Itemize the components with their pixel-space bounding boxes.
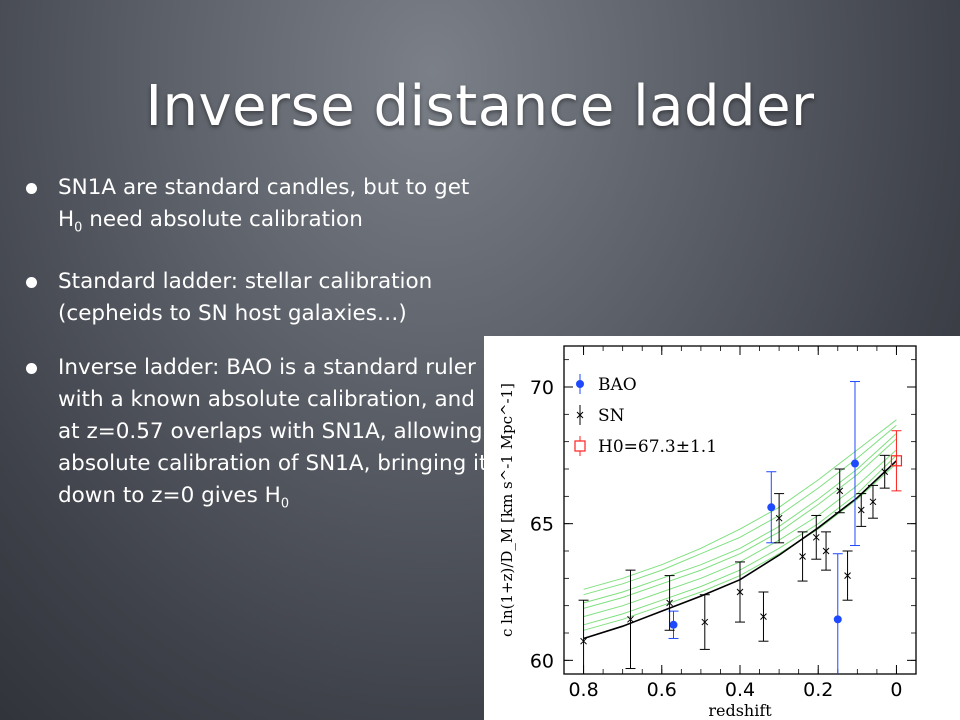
x-axis-label: redshift	[708, 701, 772, 720]
bullet-dot-icon	[26, 277, 37, 289]
sn-point	[580, 637, 587, 645]
legend-label: BAO	[598, 375, 637, 395]
model-band-curve	[583, 424, 897, 596]
bao-point	[850, 459, 859, 468]
model-band-curve	[583, 438, 897, 609]
sn-point	[799, 553, 806, 560]
sn-point	[869, 498, 877, 506]
hubble-diagram-figure: 0.8 0.6 0.4 0.2 0 60 65 70 redshift c ln(1+z)/D_M…	[484, 336, 960, 720]
sn-point	[857, 506, 865, 514]
x-tick-label: 0.4	[725, 679, 755, 701]
plot-area	[578, 381, 903, 674]
legend-label: SN	[598, 406, 625, 426]
slide-title: Inverse distance ladder	[145, 74, 815, 139]
bullet-dot-icon	[26, 363, 37, 375]
y-tick-label: 60	[530, 650, 554, 672]
model-band-curve	[583, 419, 897, 590]
bullet-item: Standard ladder: stellar calibration (ce…	[20, 266, 490, 330]
legend-bao-marker	[576, 380, 584, 388]
redshift-chart: 0.8 0.6 0.4 0.2 0 60 65 70 redshift c ln(1+z)/D_M…	[498, 345, 917, 720]
sn-point	[822, 547, 830, 555]
bullet-text: SN1A are standard candles, but to get H0…	[58, 175, 470, 236]
y-tick-label: 65	[530, 514, 554, 536]
sn-point	[775, 514, 783, 522]
plot-frame	[563, 345, 917, 675]
y-axis-label: c ln(1+z)/D_M [km s^-1 Mpc^-1]	[498, 383, 516, 637]
bullet-text: Inverse ladder: BAO is a standard ruler …	[58, 355, 488, 512]
legend-sn-marker	[576, 411, 584, 419]
sn-point	[627, 615, 634, 623]
x-tick-label: 0	[890, 679, 902, 701]
bullet-item: Inverse ladder: BAO is a standard ruler …	[20, 352, 490, 520]
sn-point	[836, 487, 844, 495]
sn-point	[881, 468, 889, 476]
bullet-dot-icon	[26, 183, 37, 194]
x-tick-label: 0.8	[568, 679, 598, 701]
legend-h0-marker	[574, 440, 586, 452]
model-band-curve	[583, 433, 897, 604]
bullet-item: SN1A are standard candles, but to get H0…	[20, 172, 490, 244]
sn-point	[812, 533, 820, 541]
legend-label: H0=67.3±1.1	[598, 437, 717, 457]
sn-point	[701, 618, 709, 626]
bullet-text: Standard ladder: stellar calibration (ce…	[58, 269, 433, 327]
sn-point	[844, 572, 851, 579]
bullet-list: SN1A are standard candles, but to get H0…	[20, 172, 490, 543]
bao-point	[833, 615, 842, 624]
sn-point	[760, 613, 767, 620]
bao-point	[669, 620, 678, 629]
y-tick-label: 70	[530, 377, 554, 399]
bao-point	[767, 503, 776, 512]
x-tick-label: 0.2	[803, 679, 833, 701]
sn-point	[736, 588, 744, 596]
x-tick-label: 0.6	[647, 679, 677, 701]
h0-point	[890, 455, 903, 467]
sn-point	[666, 599, 673, 607]
